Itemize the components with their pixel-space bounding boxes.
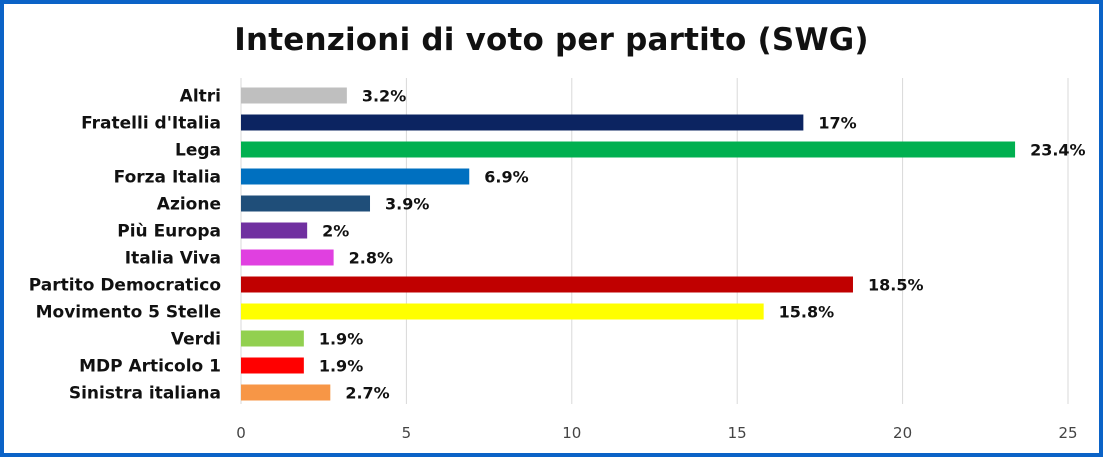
data-label: 1.9% <box>319 330 363 349</box>
category-label: Movimento 5 Stelle <box>36 303 221 323</box>
bar <box>241 222 308 239</box>
bar <box>241 141 1016 158</box>
data-label: 3.2% <box>362 87 406 106</box>
category-label: Verdi <box>171 330 221 350</box>
bar <box>241 87 347 104</box>
x-tick-label: 10 <box>562 424 581 442</box>
x-tick-label: 25 <box>1058 424 1077 442</box>
category-label: Partito Democratico <box>29 276 221 296</box>
gridlines <box>240 78 1069 404</box>
bars <box>241 87 1016 401</box>
category-label: Altri <box>180 87 221 107</box>
data-label: 2% <box>322 222 349 241</box>
bar <box>241 357 304 374</box>
data-label: 2.7% <box>345 384 389 403</box>
category-label: Sinistra italiana <box>69 384 221 404</box>
data-label: 18.5% <box>868 276 924 295</box>
bar <box>241 384 331 401</box>
x-tick-label: 0 <box>236 424 246 442</box>
data-label: 23.4% <box>1030 141 1086 160</box>
bar <box>241 303 764 320</box>
data-label: 1.9% <box>319 357 363 376</box>
x-tick-label: 15 <box>728 424 747 442</box>
category-label: MDP Articolo 1 <box>79 357 221 377</box>
bar <box>241 114 804 131</box>
x-tick-label: 5 <box>402 424 412 442</box>
bar <box>241 330 304 347</box>
data-label: 17% <box>818 114 856 133</box>
data-label: 2.8% <box>349 249 393 268</box>
category-label: Lega <box>175 141 221 161</box>
data-label: 6.9% <box>484 168 528 187</box>
category-label: Forza Italia <box>114 168 221 188</box>
data-label: 3.9% <box>385 195 429 214</box>
bar <box>241 195 371 212</box>
category-label: Azione <box>157 195 221 215</box>
bar <box>241 249 334 266</box>
category-label: Fratelli d'Italia <box>81 114 221 134</box>
x-tick-label: 20 <box>893 424 912 442</box>
bar <box>241 168 470 185</box>
category-label: Più Europa <box>117 222 221 242</box>
chart-title: Intenzioni di voto per partito (SWG) <box>234 22 869 58</box>
data-label: 15.8% <box>779 303 835 322</box>
category-label: Italia Viva <box>125 249 221 269</box>
bar <box>241 276 853 293</box>
labels: 0 5 10 15 20 25 Altri 3.2% Fratelli d'Italia 17% L… <box>29 87 1086 443</box>
